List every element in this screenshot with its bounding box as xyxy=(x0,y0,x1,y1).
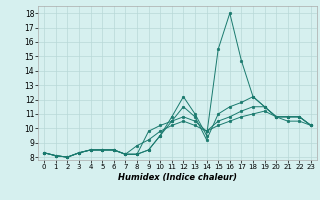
X-axis label: Humidex (Indice chaleur): Humidex (Indice chaleur) xyxy=(118,173,237,182)
